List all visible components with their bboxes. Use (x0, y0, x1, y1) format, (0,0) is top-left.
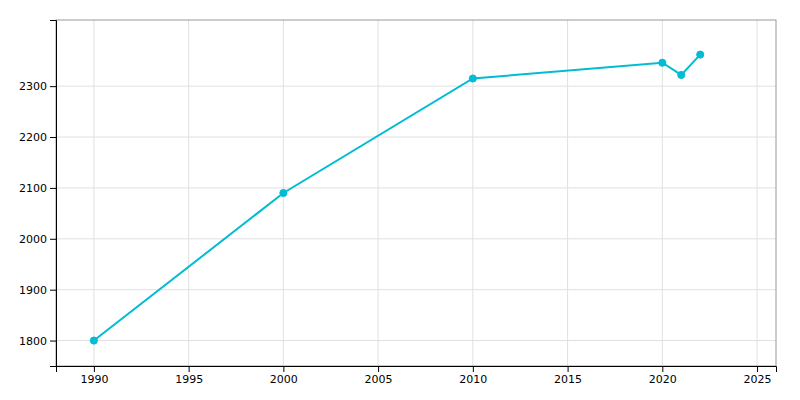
x-tick-label: 2015 (554, 373, 582, 386)
x-tick-label: 2020 (649, 373, 677, 386)
x-tick-mark (568, 366, 569, 372)
x-tick: 2015 (554, 366, 582, 386)
grid-line-x (378, 20, 379, 366)
x-tick-mark (757, 366, 758, 372)
x-tick: 1995 (175, 366, 203, 386)
x-tick-label: 2025 (744, 373, 772, 386)
grid (56, 20, 776, 366)
point (280, 189, 287, 196)
point (697, 51, 704, 58)
grid-line-x (567, 20, 568, 366)
plot-area: 1990 1995 2000 2005 2010 2015 2020 2025 1800 1900… (19, 20, 777, 386)
grid-line-y (56, 86, 776, 87)
y-tick: 2100 (19, 182, 56, 195)
x-tick-label: 1995 (175, 373, 203, 386)
y-tick: 2000 (19, 233, 56, 246)
x-tick-mark (94, 366, 95, 372)
y-tick-label: 2100 (19, 182, 47, 195)
y-tick-mark (50, 188, 56, 189)
x-tick: 2005 (365, 366, 393, 386)
y-tick-label: 1900 (19, 284, 47, 297)
y-axis: 1800 1900 2000 2100 2200 2300 (19, 21, 57, 367)
x-tick-label: 1990 (80, 373, 108, 386)
grid-line-x (757, 20, 758, 366)
y-tick: 1900 (19, 284, 56, 297)
y-tick-mark (50, 86, 56, 87)
grid-line-x (662, 20, 663, 366)
y-tick-mark (50, 290, 56, 291)
plot-frame (56, 20, 776, 366)
x-axis: 1990 1995 2000 2005 2010 2015 2020 2025 (57, 366, 777, 386)
marks (90, 51, 703, 344)
grid-line-y (56, 137, 776, 138)
y-tick: 2300 (19, 80, 56, 93)
point (659, 59, 666, 66)
grid-line-x (188, 20, 189, 366)
grid-line-y (56, 289, 776, 290)
y-tick-label: 2000 (19, 233, 47, 246)
y-tick-mark (50, 341, 56, 342)
chart: 1990 1995 2000 2005 2010 2015 2020 2025 1800 1900… (0, 0, 800, 400)
y-tick-mark (50, 239, 56, 240)
grid-line-y (56, 238, 776, 239)
x-tick-label: 2005 (365, 373, 393, 386)
x-tick: 2025 (744, 366, 772, 386)
point (678, 71, 685, 78)
x-tick-mark (189, 366, 190, 372)
x-tick: 2010 (459, 366, 487, 386)
y-tick: 2200 (19, 131, 56, 144)
point (90, 337, 97, 344)
x-tick-mark (662, 366, 663, 372)
x-axis-line (57, 367, 777, 373)
x-tick: 2000 (270, 366, 298, 386)
y-tick: 1800 (19, 335, 56, 348)
y-tick-label: 2200 (19, 131, 47, 144)
line (94, 55, 700, 341)
y-tick-mark (50, 137, 56, 138)
y-axis-line (50, 21, 57, 367)
x-tick: 2020 (649, 366, 677, 386)
grid-line-y (56, 187, 776, 188)
x-tick-mark (283, 366, 284, 372)
x-tick-label: 2000 (270, 373, 298, 386)
grid-line-x (472, 20, 473, 366)
x-tick-mark (378, 366, 379, 372)
x-tick-label: 2010 (459, 373, 487, 386)
y-tick-label: 2300 (19, 80, 47, 93)
grid-line-x (93, 20, 94, 366)
x-tick-mark (473, 366, 474, 372)
point (469, 75, 476, 82)
x-tick: 1990 (80, 366, 108, 386)
y-tick-label: 1800 (19, 335, 47, 348)
grid-line-y (56, 340, 776, 341)
